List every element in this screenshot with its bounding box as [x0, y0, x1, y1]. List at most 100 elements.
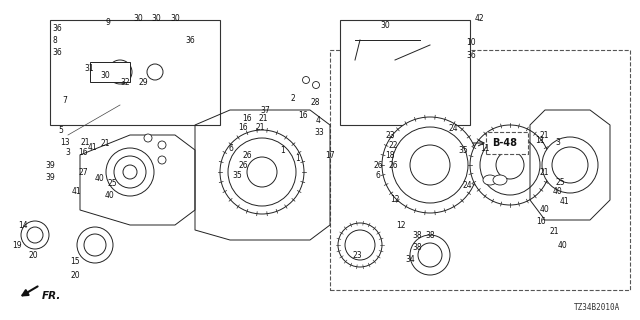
Circle shape [496, 151, 524, 179]
Text: 13: 13 [60, 138, 70, 147]
Text: 6: 6 [228, 143, 233, 153]
Text: 40: 40 [105, 190, 115, 199]
Text: 11: 11 [535, 135, 545, 145]
Text: 40: 40 [553, 188, 563, 196]
Text: 35: 35 [232, 171, 242, 180]
Text: 38: 38 [412, 230, 422, 239]
Circle shape [158, 141, 166, 149]
Circle shape [392, 127, 468, 203]
Text: 40: 40 [558, 241, 568, 250]
Text: 31: 31 [84, 63, 93, 73]
Text: 42: 42 [475, 13, 484, 22]
Text: 16: 16 [242, 114, 252, 123]
Text: 36: 36 [466, 51, 476, 60]
Circle shape [77, 227, 113, 263]
Circle shape [106, 148, 154, 196]
Circle shape [247, 157, 277, 187]
Text: 16: 16 [298, 110, 308, 119]
Text: 30: 30 [100, 70, 109, 79]
Text: 21: 21 [258, 114, 268, 123]
Text: 30: 30 [151, 13, 161, 22]
Text: 7: 7 [62, 95, 67, 105]
Circle shape [345, 230, 375, 260]
Circle shape [480, 135, 540, 195]
Text: 14: 14 [18, 220, 28, 229]
Ellipse shape [483, 175, 497, 185]
Circle shape [123, 165, 137, 179]
Text: 41: 41 [88, 142, 98, 151]
Text: 41: 41 [560, 197, 570, 206]
Circle shape [410, 235, 450, 275]
Text: 37: 37 [260, 106, 269, 115]
Bar [90, 62, 130, 82]
Text: 29: 29 [138, 77, 148, 86]
Text: 30: 30 [170, 13, 180, 22]
Text: 26: 26 [388, 161, 397, 170]
Text: 30: 30 [380, 20, 390, 29]
Circle shape [312, 82, 319, 89]
Text: 20: 20 [70, 270, 79, 279]
Circle shape [220, 130, 304, 214]
Text: 21: 21 [550, 228, 559, 236]
Circle shape [158, 156, 166, 164]
Text: 21: 21 [255, 123, 264, 132]
Text: 40: 40 [95, 173, 105, 182]
Circle shape [418, 243, 442, 267]
Text: 35: 35 [458, 146, 468, 155]
Text: 3: 3 [555, 138, 560, 147]
Text: 11: 11 [480, 143, 490, 153]
Bar [330, 50, 630, 290]
Text: 19: 19 [12, 241, 22, 250]
Circle shape [382, 117, 478, 213]
Text: 23: 23 [385, 131, 395, 140]
Circle shape [114, 156, 146, 188]
Text: 33: 33 [314, 127, 324, 137]
Ellipse shape [493, 175, 507, 185]
Text: 30: 30 [133, 13, 143, 22]
Text: 5: 5 [58, 125, 63, 134]
Text: 3: 3 [65, 148, 70, 156]
Text: 26: 26 [238, 161, 248, 170]
Text: 38: 38 [425, 230, 435, 239]
Text: 26: 26 [373, 161, 383, 170]
Text: 16: 16 [238, 123, 248, 132]
Text: 39: 39 [45, 172, 55, 181]
Circle shape [147, 64, 163, 80]
Text: 16: 16 [78, 148, 88, 156]
Circle shape [144, 134, 152, 142]
Circle shape [228, 138, 296, 206]
Text: 12: 12 [396, 220, 406, 229]
Text: 36: 36 [52, 47, 61, 57]
Text: 21: 21 [540, 167, 550, 177]
Text: 27: 27 [78, 167, 88, 177]
Circle shape [21, 221, 49, 249]
Text: 21: 21 [80, 138, 90, 147]
Text: 32: 32 [120, 77, 130, 86]
Text: 1: 1 [295, 154, 300, 163]
Text: 40: 40 [540, 205, 550, 214]
Text: 8: 8 [52, 36, 57, 44]
Text: 10: 10 [466, 37, 476, 46]
Bar [340, 20, 470, 125]
Text: 16: 16 [536, 218, 546, 227]
Circle shape [108, 60, 132, 84]
Text: 12: 12 [390, 196, 399, 204]
Text: 9: 9 [105, 18, 110, 27]
Text: 21: 21 [100, 139, 109, 148]
Text: 39: 39 [45, 161, 55, 170]
Text: 25: 25 [107, 179, 116, 188]
Text: 6: 6 [375, 171, 380, 180]
Circle shape [470, 125, 550, 205]
Text: 25: 25 [555, 178, 564, 187]
Circle shape [552, 147, 588, 183]
Text: 41: 41 [72, 188, 82, 196]
FancyBboxPatch shape [486, 132, 528, 154]
Text: 24: 24 [462, 180, 472, 189]
Circle shape [84, 234, 106, 256]
Text: 23: 23 [352, 251, 362, 260]
Circle shape [27, 227, 43, 243]
Text: 26: 26 [242, 150, 252, 159]
Text: 4: 4 [316, 116, 321, 124]
Text: 34: 34 [405, 255, 415, 265]
Bar [50, 20, 220, 125]
